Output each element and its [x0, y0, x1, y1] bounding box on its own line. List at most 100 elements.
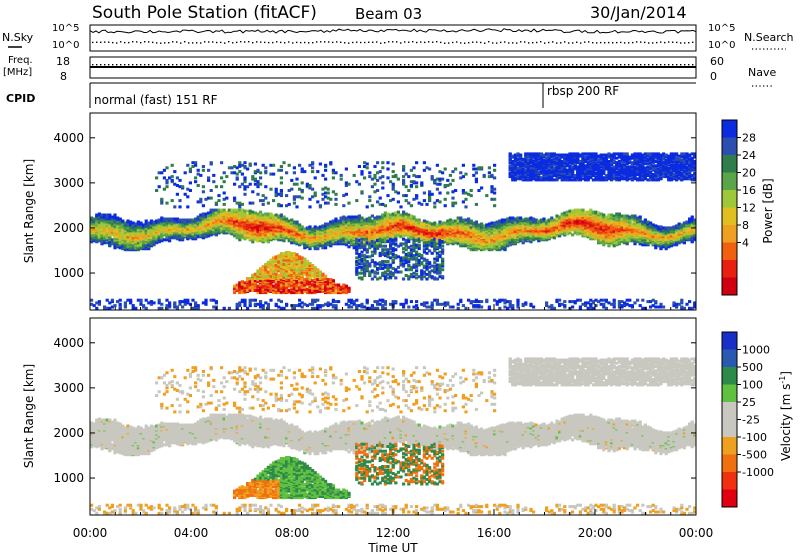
power-cell [357, 271, 361, 275]
power-cell [344, 184, 348, 187]
power-cell [147, 221, 151, 225]
power-cell [253, 170, 257, 174]
power-cell [389, 180, 393, 184]
power-cell [259, 300, 263, 304]
power-cell [90, 216, 94, 220]
power-cell [386, 194, 390, 198]
power-cell [430, 251, 434, 255]
power-cell [298, 298, 302, 302]
power-cell [97, 239, 101, 243]
power-cell [298, 266, 302, 270]
power-cell [235, 232, 239, 236]
noise-search-dot [468, 42, 470, 44]
nave-dot [228, 64, 230, 66]
power-cell [324, 302, 328, 306]
power-cell [337, 239, 341, 243]
power-cell [425, 251, 429, 255]
nave-dot [536, 64, 538, 66]
power-cell [425, 267, 429, 270]
power-cell [389, 302, 393, 306]
nave-dot [296, 64, 298, 66]
power-cell [149, 221, 153, 225]
power-cell [381, 250, 385, 254]
power-cell [238, 304, 242, 308]
nave-dot [192, 64, 194, 66]
power-cell [430, 269, 434, 273]
power-cell [394, 276, 398, 280]
power-cell [324, 286, 328, 290]
power-cell [209, 229, 213, 233]
power-cell [368, 272, 372, 276]
noise-search-tick-top: 10^5 [708, 23, 735, 34]
power-cell [425, 166, 429, 170]
power-cell [360, 254, 364, 258]
nave-dot [316, 64, 318, 66]
power-cell [407, 257, 411, 261]
noise-search-dot [280, 41, 282, 44]
power-cell [290, 260, 294, 264]
nave-dot [484, 64, 486, 66]
power-cell [402, 178, 406, 182]
power-cell [303, 262, 307, 266]
power-cell [399, 205, 403, 209]
power-cell [383, 306, 387, 310]
power-cell [274, 215, 278, 219]
power-cell [329, 286, 333, 290]
power-cell [243, 304, 247, 308]
nave-dot [276, 64, 278, 66]
power-cell [428, 221, 432, 225]
noise-search-dot [360, 41, 362, 44]
power-cell [316, 298, 320, 302]
power-cell [342, 204, 346, 208]
noise-search-dot [124, 41, 126, 44]
power-cell [121, 232, 125, 236]
power-cell [370, 219, 374, 223]
power-cell [251, 238, 255, 242]
power-cell [259, 182, 263, 186]
power-cell [214, 201, 218, 205]
power-cell [376, 235, 380, 239]
power-cell [430, 229, 434, 233]
power-cell [376, 215, 380, 219]
power-cell [136, 220, 140, 224]
power-cell [220, 161, 224, 165]
power-cell [238, 281, 242, 285]
nave-dot [432, 64, 434, 66]
power-cell [363, 226, 367, 230]
noise-search-dot [236, 41, 238, 44]
power-cell [308, 245, 312, 249]
power-cell [191, 161, 195, 165]
power-cell [235, 283, 239, 287]
power-cell [425, 220, 429, 224]
power-cell [383, 254, 387, 258]
power-cell [152, 225, 156, 229]
power-cell [201, 204, 205, 208]
power-cell [407, 275, 411, 279]
power-cell [376, 302, 380, 306]
power-cell [274, 291, 278, 295]
power-cell [235, 213, 239, 217]
power-cell [290, 218, 294, 222]
power-cell [324, 246, 328, 250]
power-cell [246, 224, 250, 228]
power-cell [207, 228, 211, 232]
power-cell [264, 271, 268, 275]
power-cell [368, 195, 372, 199]
power-cell [165, 185, 169, 189]
power-cell [243, 161, 247, 165]
power-cell [381, 298, 385, 302]
power-cell [97, 212, 101, 216]
power-cell [396, 270, 400, 274]
noise-search-dot [488, 41, 490, 43]
power-cell [365, 241, 369, 245]
power-cell [316, 247, 320, 251]
noise-search-dot [284, 42, 286, 44]
power-cell [178, 300, 182, 304]
power-cell [269, 262, 273, 266]
power-cell [300, 260, 304, 264]
power-cell [290, 178, 294, 182]
noise-search-dot [192, 42, 194, 44]
power-cell [144, 306, 148, 310]
power-cell [204, 302, 208, 306]
nave-dot [372, 64, 374, 66]
